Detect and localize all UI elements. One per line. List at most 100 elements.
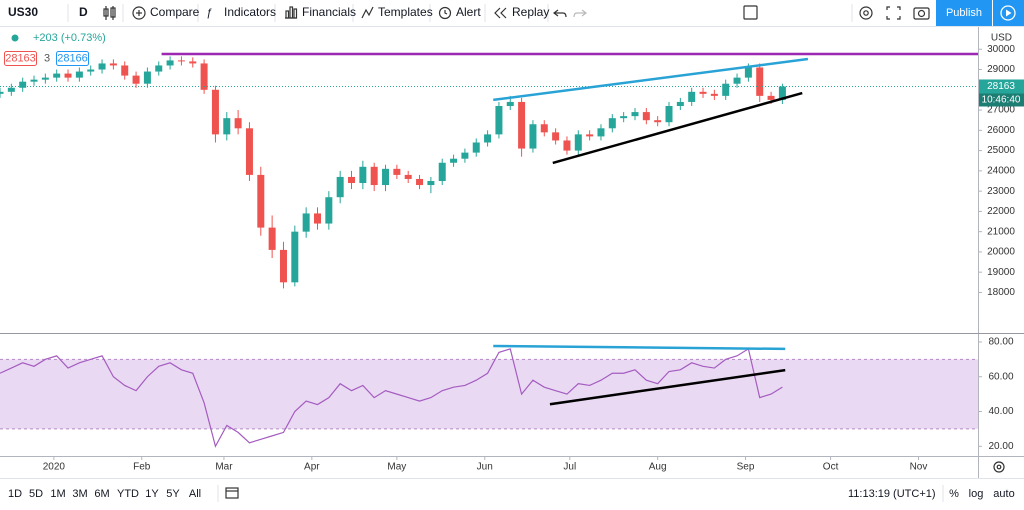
trend-line[interactable] xyxy=(549,368,786,406)
x-tick-label: Jul xyxy=(563,462,576,473)
trend-line[interactable] xyxy=(493,57,809,102)
layout-icon[interactable] xyxy=(743,5,758,20)
scale-option[interactable]: % xyxy=(949,488,959,500)
range-button[interactable]: 1M xyxy=(50,488,65,500)
candle-body xyxy=(450,158,458,163)
range-button[interactable]: YTD xyxy=(117,488,139,500)
candle-body xyxy=(484,134,492,143)
candle-body xyxy=(211,89,219,135)
settings-icon[interactable] xyxy=(859,6,873,20)
redo-icon[interactable] xyxy=(573,9,587,18)
trend-line[interactable] xyxy=(493,344,786,351)
toolbar xyxy=(0,0,1024,26)
compare-icon[interactable] xyxy=(132,6,146,20)
toolbar-button[interactable]: Financials xyxy=(302,5,356,19)
range-button[interactable]: 6M xyxy=(94,488,109,500)
candle-body xyxy=(608,118,616,129)
rsi-line xyxy=(0,347,783,448)
candle-body xyxy=(200,63,208,90)
clock[interactable]: 11:13:19 (UTC+1) xyxy=(848,488,936,500)
sell-price[interactable]: 28163 xyxy=(5,52,36,64)
currency: USD xyxy=(991,33,1012,44)
last-price-box xyxy=(979,79,1024,94)
sell-box[interactable] xyxy=(4,51,37,66)
y-tick-label: 30000 xyxy=(987,44,1015,55)
fullscreen-icon[interactable] xyxy=(886,6,901,20)
candle-body xyxy=(427,180,435,186)
trend-line[interactable] xyxy=(552,91,803,165)
buy-price[interactable]: 28166 xyxy=(57,52,88,64)
candle-body xyxy=(552,132,560,141)
candle-body xyxy=(155,65,163,72)
candle-body xyxy=(0,91,4,94)
alert-icon[interactable] xyxy=(438,6,452,20)
y-tick-label: 19000 xyxy=(987,267,1015,278)
scale-option[interactable]: log xyxy=(969,488,984,500)
plot: 2020 Feb Mar Apr May Jun Jul Aug Sep Oct Nov 18000 1… xyxy=(0,44,1024,473)
y-tick-label: 26000 xyxy=(987,125,1015,136)
candle-body xyxy=(620,116,628,119)
y-tick-label: 21000 xyxy=(987,226,1015,237)
toolbar-button[interactable]: Templates xyxy=(378,5,433,19)
range-button[interactable]: 5Y xyxy=(166,488,180,500)
toolbar-button[interactable]: Replay xyxy=(512,5,549,19)
candle-body xyxy=(234,118,242,129)
candle-body xyxy=(676,101,684,107)
publish-button[interactable] xyxy=(936,0,992,26)
snapshot-icon[interactable] xyxy=(913,7,930,20)
undo-icon[interactable] xyxy=(553,9,567,18)
spread: 3 xyxy=(44,52,50,64)
symbol[interactable]: US30 xyxy=(8,5,38,19)
candle-body xyxy=(370,166,378,186)
candle-body xyxy=(98,63,106,70)
replay-icon[interactable] xyxy=(494,7,507,19)
candle-body xyxy=(132,75,140,84)
candle-body xyxy=(722,83,730,96)
chart-style-icon[interactable] xyxy=(103,6,116,20)
range-button[interactable]: 1D xyxy=(8,488,22,500)
candle-body xyxy=(143,71,151,84)
candle-body xyxy=(189,61,197,64)
range-button[interactable]: All xyxy=(189,488,201,500)
range-button[interactable]: 1Y xyxy=(145,488,159,500)
candle-body xyxy=(336,176,344,198)
candle-body xyxy=(699,91,707,94)
y-tick-label: 29000 xyxy=(987,64,1015,75)
candle-body xyxy=(257,174,265,228)
financials-icon[interactable] xyxy=(285,6,298,19)
toolbar-button[interactable]: Indicators xyxy=(224,5,276,19)
range-button[interactable]: 5D xyxy=(29,488,43,500)
interval[interactable]: D xyxy=(79,5,88,19)
last-price-label: 28163 xyxy=(987,81,1015,92)
x-tick-label: May xyxy=(387,462,406,473)
candle-body xyxy=(382,168,390,186)
candle-body xyxy=(404,174,412,179)
indicators-icon[interactable]: ƒ xyxy=(206,7,212,19)
candle-body xyxy=(767,95,775,100)
y-tick-label: 60.00 xyxy=(988,371,1013,382)
candle-body xyxy=(710,93,718,96)
candle-body xyxy=(75,71,83,78)
toolbar-button[interactable]: Alert xyxy=(456,5,481,19)
publish-label[interactable]: Publish xyxy=(946,7,982,19)
templates-icon[interactable] xyxy=(361,6,374,19)
y-tick-label: 27000 xyxy=(987,105,1015,116)
candle-body xyxy=(438,162,446,181)
candle-body xyxy=(223,118,231,135)
candle-body xyxy=(529,124,537,149)
countdown-box xyxy=(979,93,1024,107)
axis-settings-icon[interactable] xyxy=(993,461,1005,473)
buy-box[interactable] xyxy=(56,51,89,66)
goto-date-icon[interactable] xyxy=(225,487,239,499)
range-button[interactable]: 3M xyxy=(72,488,87,500)
candle-body xyxy=(597,128,605,137)
scale-option[interactable]: auto xyxy=(993,488,1014,500)
toolbar-button[interactable]: Compare xyxy=(150,5,200,19)
y-tick-label: 24000 xyxy=(987,166,1015,177)
candle-body xyxy=(495,106,503,135)
candle-body xyxy=(472,142,480,153)
candle-body xyxy=(688,91,696,102)
candle-body xyxy=(733,77,741,84)
